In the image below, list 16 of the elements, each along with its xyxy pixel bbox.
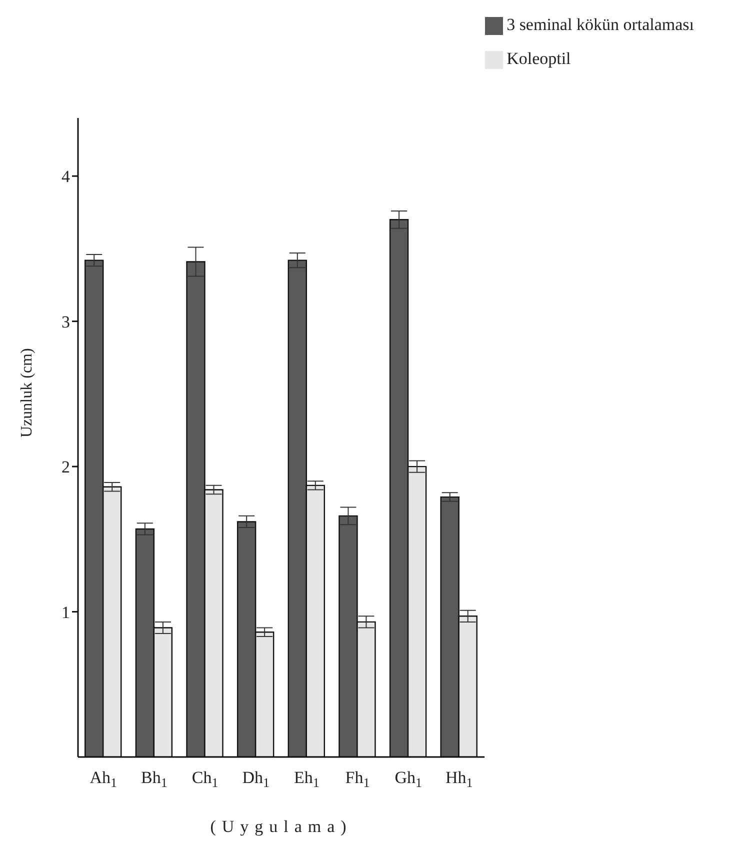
y-tick-label: 3 bbox=[62, 312, 70, 332]
legend-label: 3 seminal kökün ortalaması bbox=[506, 15, 694, 34]
x-tick-label: Bh$_{1}$ bbox=[141, 768, 168, 790]
y-tick-label: 1 bbox=[62, 602, 70, 622]
x-axis-title: (Uygulama) bbox=[210, 817, 352, 836]
x-tick-label: Ch$_{1}$ bbox=[192, 768, 218, 790]
x-tick-label: Hh$_{1}$ bbox=[446, 768, 473, 790]
x-tick-label: Fh$_{1}$ bbox=[345, 768, 370, 790]
x-tick-label: Dh$_{1}$ bbox=[242, 768, 270, 790]
x-tick-label: Ah$_{1}$ bbox=[90, 768, 118, 790]
x-tick-label: Eh$_{1}$ bbox=[294, 768, 320, 790]
y-tick-label: 2 bbox=[62, 458, 70, 477]
y-tick-label: 4 bbox=[62, 167, 70, 186]
y-axis-title: Uzunluk (cm) bbox=[18, 348, 36, 438]
x-tick-label: Gh$_{1}$ bbox=[394, 768, 422, 790]
legend-label: Koleoptil bbox=[506, 49, 571, 68]
